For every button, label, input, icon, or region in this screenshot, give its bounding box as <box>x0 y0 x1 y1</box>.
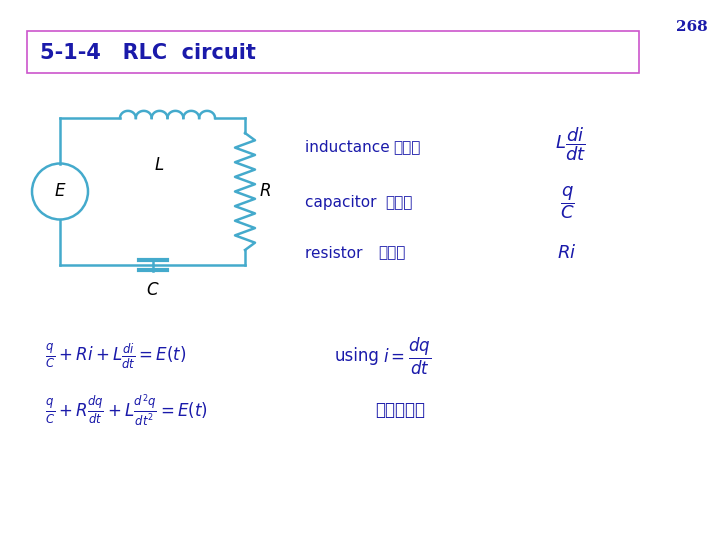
Text: $L\dfrac{di}{dt}$: $L\dfrac{di}{dt}$ <box>555 125 586 163</box>
Text: $C$: $C$ <box>145 281 159 299</box>
Text: 的電壓: 的電壓 <box>393 140 420 156</box>
Text: capacitor: capacitor <box>305 195 386 211</box>
Circle shape <box>32 164 88 219</box>
Text: 一定可以解: 一定可以解 <box>375 401 425 419</box>
Text: $L$: $L$ <box>154 156 165 174</box>
Text: $\frac{q}{C} + R\frac{dq}{dt} + L\frac{d^2q}{dt^2} = E(t)$: $\frac{q}{C} + R\frac{dq}{dt} + L\frac{d… <box>45 392 208 428</box>
Text: $Ri$: $Ri$ <box>557 244 577 262</box>
Text: inductance: inductance <box>305 140 395 156</box>
Text: using: using <box>335 347 380 365</box>
Text: resistor: resistor <box>305 246 377 260</box>
Text: $i = \dfrac{dq}{dt}$: $i = \dfrac{dq}{dt}$ <box>383 335 431 376</box>
Text: 268: 268 <box>676 20 708 34</box>
Text: $\frac{q}{C} + Ri + L\frac{di}{dt} = E(t)$: $\frac{q}{C} + Ri + L\frac{di}{dt} = E(t… <box>45 341 186 370</box>
Text: 5-1-4   RLC  circuit: 5-1-4 RLC circuit <box>40 43 256 63</box>
Text: $R$: $R$ <box>259 183 271 200</box>
Text: 的電壓: 的電壓 <box>378 246 405 260</box>
Text: $E$: $E$ <box>54 183 66 200</box>
Text: $\dfrac{q}{C}$: $\dfrac{q}{C}$ <box>560 185 575 221</box>
FancyBboxPatch shape <box>27 31 639 73</box>
Text: 的電壓: 的電壓 <box>385 195 413 211</box>
